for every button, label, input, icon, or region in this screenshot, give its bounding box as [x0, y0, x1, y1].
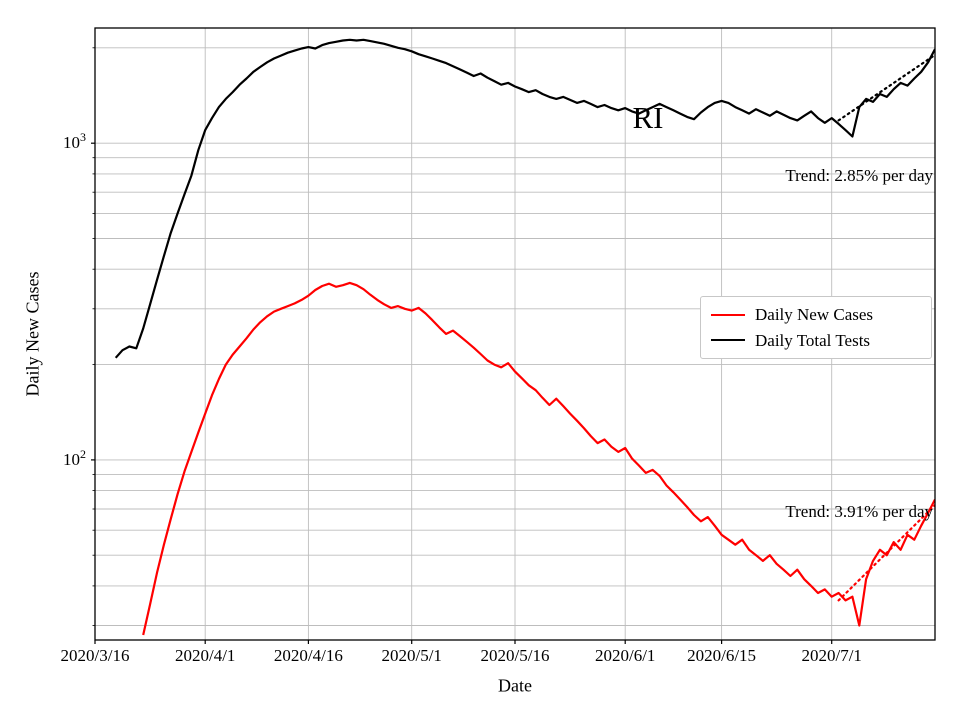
- x-tick-label: 2020/7/1: [801, 646, 861, 665]
- x-tick-label: 2020/6/1: [595, 646, 655, 665]
- legend-label: Daily New Cases: [755, 305, 874, 325]
- trend-annotation-tests: Trend: 2.85% per day: [785, 166, 933, 185]
- legend-line-sample-tests: [711, 339, 745, 342]
- trend-line-daily-total-tests: [837, 53, 935, 122]
- legend-line-sample-cases: [711, 313, 745, 316]
- legend-item-daily-new-cases: Daily New Cases: [711, 306, 921, 323]
- x-tick-label: 2020/5/16: [481, 646, 550, 665]
- y-axis-label: Daily New Cases: [22, 271, 43, 397]
- legend-item-daily-total-tests: Daily Total Tests: [711, 332, 921, 349]
- series-line-daily-new-cases: [142, 281, 935, 636]
- region-annotation: RI: [632, 100, 664, 135]
- legend: Daily New Cases Daily Total Tests: [700, 296, 932, 359]
- x-tick-label: 2020/6/15: [687, 646, 756, 665]
- x-tick-label: 2020/4/16: [274, 646, 343, 665]
- x-tick-label: 2020/3/16: [61, 646, 130, 665]
- trend-annotation-cases: Trend: 3.91% per day: [785, 502, 933, 521]
- series-line-daily-total-tests: [114, 38, 935, 359]
- trend-line-daily-new-cases: [837, 504, 935, 602]
- x-tick-label: 2020/5/1: [381, 646, 441, 665]
- y-tick-label: 102: [63, 447, 86, 469]
- y-tick-label: 103: [63, 130, 86, 152]
- x-axis-label: Date: [498, 675, 532, 696]
- x-tick-label: 2020/4/1: [175, 646, 235, 665]
- legend-label: Daily Total Tests: [755, 330, 871, 350]
